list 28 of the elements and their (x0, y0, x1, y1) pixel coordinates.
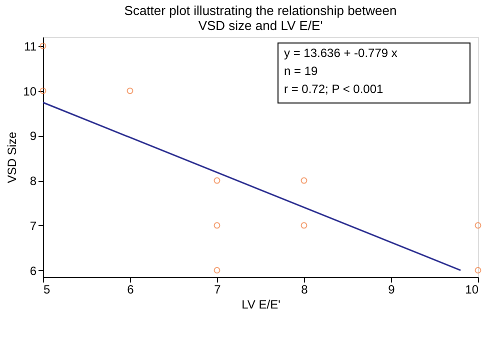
y-tick-label: 8 (30, 174, 37, 188)
point (300, 177, 308, 184)
annotation: y = 13.636 + -0.779 x (284, 46, 398, 60)
y-tick-label: 6 (30, 264, 37, 278)
x-tick-label: 9 (388, 282, 396, 296)
annotation: n = 19 (284, 64, 318, 78)
point (214, 177, 220, 184)
y-tick-label: 9 (30, 129, 37, 144)
point (300, 222, 308, 229)
y-tick-label: 7 (30, 218, 37, 233)
point (214, 222, 220, 229)
point (474, 267, 482, 274)
y-axis-title: VSD Size (5, 132, 20, 184)
chart-title: Scatter plot illustrating the relationship between VSD size and LV E/E' (124, 3, 397, 33)
point (214, 267, 220, 274)
x-tick-label: 10 (465, 282, 479, 296)
point (126, 88, 134, 94)
y-tick-label: 10 (23, 84, 37, 98)
x-tick-label: 6 (127, 282, 134, 296)
point (40, 88, 46, 94)
x-tick-label: 7 (214, 282, 222, 296)
x-tick-label: 5 (44, 282, 50, 296)
point (474, 222, 482, 229)
y-tick-label: 11 (24, 39, 37, 54)
x-axis-title: LV E/E' (242, 298, 280, 312)
point (40, 42, 46, 50)
annotation: r = 0.72; P < 0.001 (284, 82, 384, 96)
x-tick-label: 8 (301, 282, 308, 296)
